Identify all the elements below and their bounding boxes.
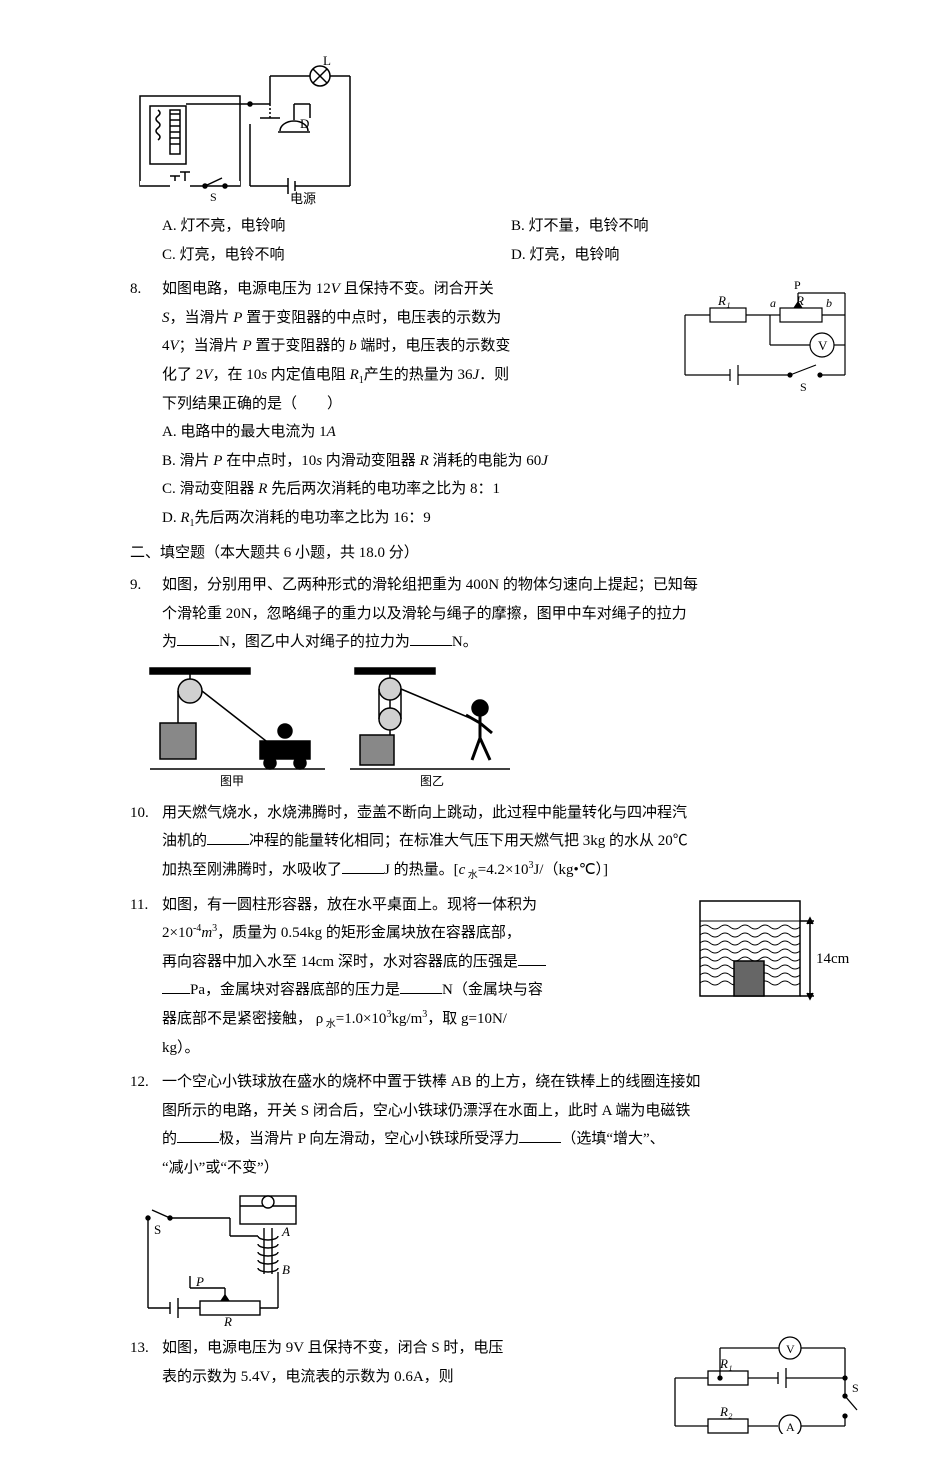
q13-circuit-svg: V R₁ R₂ A S xyxy=(660,1334,860,1434)
q8-fig-V: V xyxy=(818,338,828,353)
q9-figure: 图甲 图乙 xyxy=(130,663,860,793)
q13-num: 13. xyxy=(130,1334,162,1363)
q13-fig-R2: R₂ xyxy=(719,1404,733,1419)
q9-num: 9. xyxy=(130,571,162,600)
q13-fig-V: V xyxy=(786,1342,795,1356)
q9-blank1 xyxy=(177,630,219,646)
q8-optB: B. 滑片 P 在中点时，10s 内滑动变阻器 R 消耗的电能为 60J xyxy=(162,447,860,476)
q13-figure: V R₁ R₂ A S xyxy=(660,1334,860,1434)
q8-fig-R: R xyxy=(795,293,804,308)
q12-fig-S: S xyxy=(154,1222,161,1237)
q8-optD: D. R1先后两次消耗的电功率之比为 16：9 xyxy=(162,504,860,533)
q10-stem: 用天燃气烧水，水烧沸腾时，壶盖不断向上跳动，此过程中能量转化与四冲程汽 油机的冲… xyxy=(162,799,860,885)
q7-optC: C. 灯亮，电铃不响 xyxy=(162,241,511,270)
q7-optD: D. 灯亮，电铃响 xyxy=(511,241,860,270)
q9-blank2 xyxy=(410,630,452,646)
section2-title: 二、填空题（本大题共 6 小题，共 18.0 分） xyxy=(130,539,860,568)
q12-figure: S P R A B xyxy=(130,1188,860,1328)
q8-fig-a: a xyxy=(770,296,776,310)
q8-fig-b: b xyxy=(826,296,832,310)
q9-cap1: 图甲 xyxy=(220,774,244,788)
q7: L D S 电源 A. 灯不亮，电铃响 B. 灯不量，电铃不响 C. 灯亮，电铃… xyxy=(130,56,860,269)
q8-options: A. 电路中的最大电流为 1A B. 滑片 P 在中点时，10s 内滑动变阻器 … xyxy=(130,418,860,533)
q9-cap2: 图乙 xyxy=(420,774,444,788)
q8-fig-R1: R₁ xyxy=(717,293,730,308)
q10: 10. 用天燃气烧水，水烧沸腾时，壶盖不断向上跳动，此过程中能量转化与四冲程汽 … xyxy=(130,799,860,885)
q11-blank1b xyxy=(162,978,190,994)
q8: R₁ a R b P V S 8. 如图电路，电源电压为 12V 且保持不变。闭… xyxy=(130,275,860,533)
q12-blank2 xyxy=(519,1127,561,1143)
q11-blank1a xyxy=(518,950,546,966)
q7-figure: L D S 电源 xyxy=(130,56,860,206)
q8-circuit-svg: R₁ a R b P V S xyxy=(670,275,860,395)
q11: 14cm 11. 如图，有一圆柱形容器，放在水平桌面上。现将一体积为 2×10-… xyxy=(130,891,860,1063)
q8-fig-S: S xyxy=(800,380,807,394)
q8-optA: A. 电路中的最大电流为 1A xyxy=(162,418,860,447)
q12-fig-P: P xyxy=(195,1274,204,1289)
q13-fig-A: A xyxy=(786,1420,795,1434)
q8-stem: 如图电路，电源电压为 12V 且保持不变。闭合开关 S，当滑片 P 置于变阻器的… xyxy=(162,275,660,418)
q7-label-D: D xyxy=(300,116,309,131)
q9: 9. 如图，分别用甲、乙两种形式的滑轮组把重为 400N 的物体匀速向上提起；已… xyxy=(130,571,860,793)
q13-fig-S: S xyxy=(852,1381,859,1395)
q10-blank1 xyxy=(207,829,249,845)
q8-figure: R₁ a R b P V S xyxy=(670,275,860,395)
q12-fig-R: R xyxy=(223,1314,232,1328)
q9-pulley-svg: 图甲 图乙 xyxy=(130,663,530,793)
q11-fig-label: 14cm xyxy=(816,951,850,967)
q11-stem: 如图，有一圆柱形容器，放在水平桌面上。现将一体积为 2×10-4m3，质量为 0… xyxy=(162,891,680,1063)
q11-figure: 14cm xyxy=(690,891,860,1011)
q7-label-dianyuan: 电源 xyxy=(290,191,316,206)
q7-optB: B. 灯不量，电铃不响 xyxy=(511,212,860,241)
q11-cylinder-svg: 14cm xyxy=(690,891,860,1011)
q13-fig-R1: R₁ xyxy=(719,1356,732,1371)
q8-num: 8. xyxy=(130,275,162,304)
q13: V R₁ R₂ A S 13. 如图，电源电压为 9V 且保持不变，闭合 S 时… xyxy=(130,1334,860,1434)
q12-stem: 一个空心小铁球放在盛水的烧杯中置于铁棒 AB 的上方，绕在铁棒上的线圈连接如 图… xyxy=(162,1068,860,1182)
q11-blank2 xyxy=(400,978,442,994)
q12-fig-A: A xyxy=(281,1224,290,1239)
q8-fig-P: P xyxy=(794,278,801,292)
q12-electromagnet-svg: S P R A B xyxy=(130,1188,320,1328)
q7-options: A. 灯不亮，电铃响 B. 灯不量，电铃不响 C. 灯亮，电铃不响 D. 灯亮，… xyxy=(130,212,860,269)
q12-num: 12. xyxy=(130,1068,162,1097)
q7-circuit-svg: L D S 电源 xyxy=(130,56,360,206)
q7-label-S: S xyxy=(210,190,217,204)
q10-blank2 xyxy=(342,858,384,874)
q7-label-L: L xyxy=(323,56,331,68)
q12-blank1 xyxy=(177,1127,219,1143)
q7-optA: A. 灯不亮，电铃响 xyxy=(162,212,511,241)
q13-stem: 如图，电源电压为 9V 且保持不变，闭合 S 时，电压 表的示数为 5.4V，电… xyxy=(162,1334,650,1391)
q11-num: 11. xyxy=(130,891,162,920)
q8-optC: C. 滑动变阻器 R 先后两次消耗的电功率之比为 8：1 xyxy=(162,475,860,504)
q9-stem: 如图，分别用甲、乙两种形式的滑轮组把重为 400N 的物体匀速向上提起；已知每 … xyxy=(162,571,860,657)
q12-fig-B: B xyxy=(282,1262,290,1277)
q12: 12. 一个空心小铁球放在盛水的烧杯中置于铁棒 AB 的上方，绕在铁棒上的线圈连… xyxy=(130,1068,860,1328)
q10-num: 10. xyxy=(130,799,162,828)
